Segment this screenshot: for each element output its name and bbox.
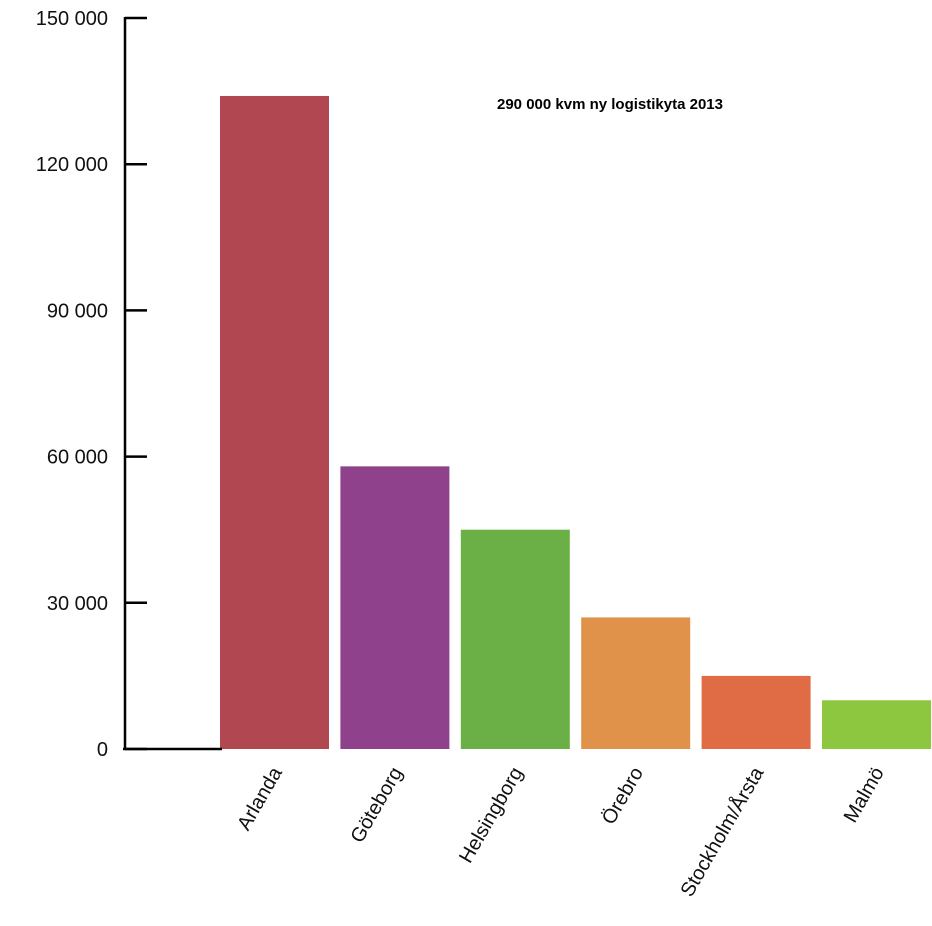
category-label: Helsingborg xyxy=(455,764,527,867)
chart-title: 290 000 kvm ny logistikyta 2013 xyxy=(497,96,723,113)
category-label: Stockholm/Årsta xyxy=(676,762,769,900)
bars xyxy=(220,95,931,750)
y-tick-label: 60 000 xyxy=(47,447,108,469)
category-label: Göteborg xyxy=(346,764,407,847)
category-labels: Arlanda Göteborg Helsingborg Örebro Stockhol… xyxy=(233,762,889,900)
bar-arlanda xyxy=(220,95,329,750)
y-tick-label: 90 000 xyxy=(47,300,108,322)
y-tick-label: 150 000 xyxy=(36,8,108,30)
category-label: Örebro xyxy=(598,764,648,829)
y-tick-label: 30 000 xyxy=(47,593,108,615)
bar-örebro xyxy=(581,617,691,749)
bar-malmö xyxy=(822,700,931,749)
category-label: Arlanda xyxy=(233,763,287,834)
category-label: Malmö xyxy=(840,764,889,827)
bar-stockholm-årsta xyxy=(701,675,811,749)
bar-göteborg xyxy=(340,466,450,749)
bar-helsingborg xyxy=(460,529,570,749)
y-axis-ticks: 0 30 000 60 000 90 000 120 000 150 000 xyxy=(36,8,147,761)
y-tick-label: 0 xyxy=(97,739,108,761)
y-tick-label: 120 000 xyxy=(36,154,108,176)
